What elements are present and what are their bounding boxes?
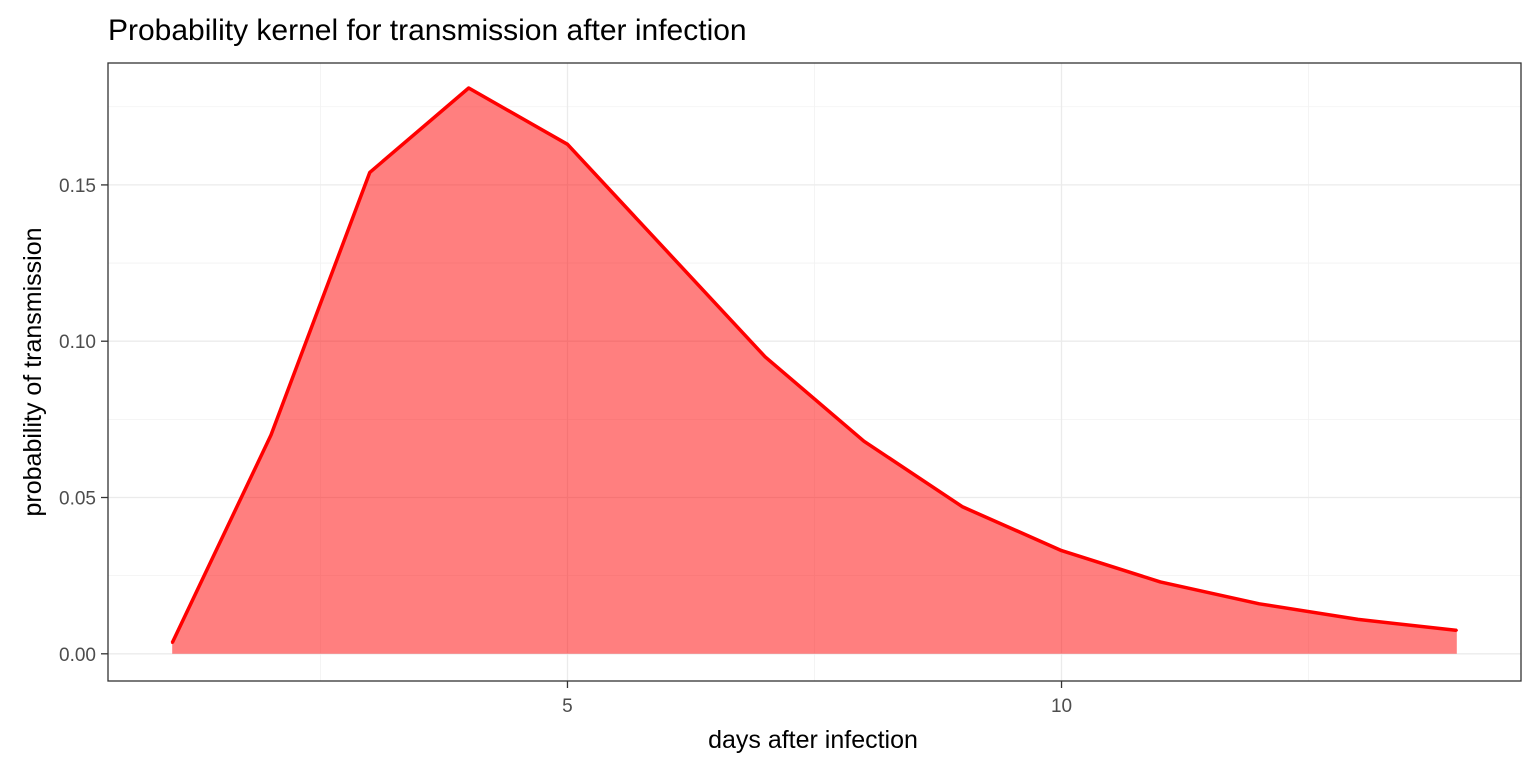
plot-panel [107, 62, 1522, 682]
x-axis: 5 10 [562, 681, 1072, 717]
y-axis: 0.00 0.05 0.10 0.15 [59, 176, 108, 666]
y-axis-title: probability of transmission [19, 227, 47, 516]
y-tick-label: 0.10 [59, 332, 96, 353]
data-point-day-8 [862, 440, 866, 443]
x-tick-label: 10 [1051, 696, 1072, 717]
data-point-day-2 [269, 433, 273, 437]
data-point-day-9 [961, 505, 964, 509]
y-tick-label: 0.15 [59, 176, 96, 197]
x-axis-title: days after infection [708, 726, 918, 754]
y-tick-label: 0.00 [59, 645, 96, 666]
chart-title: Probability kernel for transmission afte… [108, 14, 747, 47]
data-point-day-13 [1356, 618, 1360, 621]
data-point-day-5 [566, 143, 569, 146]
panel-border [107, 62, 1522, 682]
x-tick-label: 5 [562, 696, 573, 717]
data-point-day-10 [1060, 549, 1063, 552]
data-point-day-6 [665, 249, 668, 252]
data-points [171, 86, 1458, 645]
probability-area [172, 88, 1457, 654]
data-point-day-14 [1455, 629, 1458, 632]
data-point-day-12 [1257, 602, 1261, 605]
data-point-day-3 [368, 171, 372, 174]
probability-line [170, 86, 1457, 644]
data-point-day-4 [467, 86, 470, 90]
data-point-day-1 [171, 641, 174, 645]
data-point-day-11 [1159, 580, 1162, 584]
y-tick-label: 0.05 [59, 489, 96, 510]
data-point-day-7 [763, 355, 767, 359]
